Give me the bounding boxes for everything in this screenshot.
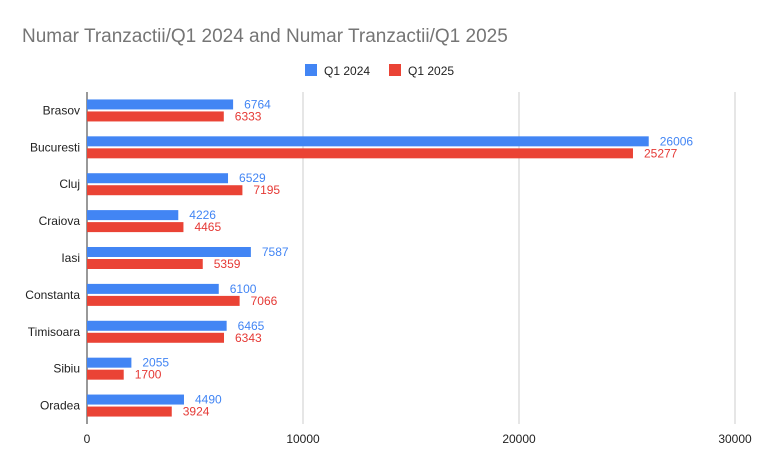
category-label: Bucuresti <box>30 140 80 154</box>
category-label: Timisoara <box>28 325 81 339</box>
data-label: 7195 <box>253 183 280 197</box>
data-label: 25277 <box>644 146 678 160</box>
category-label: Iasi <box>61 251 80 265</box>
bars <box>87 99 649 417</box>
bar-sibiu-q1-2025 <box>87 369 124 380</box>
chart-title: Numar Tranzactii/Q1 2024 and Numar Tranz… <box>22 26 508 47</box>
data-label: 6333 <box>235 109 262 123</box>
data-label: 4226 <box>189 208 216 222</box>
data-label: 4490 <box>195 393 222 407</box>
bar-oradea-q1-2024 <box>87 394 184 405</box>
bar-sibiu-q1-2024 <box>87 357 132 368</box>
data-label: 7587 <box>262 245 289 259</box>
data-label: 6343 <box>235 331 262 345</box>
bar-bucuresti-q1-2024 <box>87 136 649 147</box>
bar-brasov-q1-2025 <box>87 111 224 122</box>
bar-constanta-q1-2024 <box>87 283 219 294</box>
data-label: 6465 <box>238 319 265 333</box>
data-label: 1700 <box>135 368 162 382</box>
legend-label: Q1 2025 <box>408 64 454 78</box>
bar-cluj-q1-2025 <box>87 185 243 196</box>
bar-iasi-q1-2025 <box>87 259 203 269</box>
bar-bucuresti-q1-2025 <box>87 148 633 159</box>
category-label: Constanta <box>25 288 80 302</box>
category-labels: Brasov Bucuresti Cluj Craiova Iasi Constanta T… <box>25 103 80 412</box>
data-label: 26006 <box>660 134 694 148</box>
bar-craiova-q1-2025 <box>87 222 184 233</box>
data-label: 7066 <box>251 294 278 308</box>
legend-swatch-q1-2024 <box>305 64 317 76</box>
bar-craiova-q1-2024 <box>87 210 179 221</box>
grid <box>86 92 736 424</box>
data-label: 2055 <box>142 356 169 370</box>
x-tick-label: 0 <box>84 432 91 446</box>
x-tick-label: 30000 <box>718 432 752 446</box>
category-label: Sibiu <box>53 362 80 376</box>
data-label: 6100 <box>230 282 257 296</box>
category-label: Oradea <box>40 399 80 413</box>
category-label: Craiova <box>39 214 81 228</box>
data-label: 3924 <box>183 405 210 419</box>
bar-iasi-q1-2024 <box>87 247 251 257</box>
x-axis-tick-labels: 0 10000 20000 30000 <box>84 432 752 446</box>
legend: Q1 2024 Q1 2025 <box>305 64 454 78</box>
data-label: 5359 <box>214 257 241 271</box>
data-label: 6529 <box>239 171 266 185</box>
x-tick-label: 20000 <box>502 432 536 446</box>
bar-cluj-q1-2024 <box>87 173 229 184</box>
bar-constanta-q1-2025 <box>87 295 240 306</box>
legend-swatch-q1-2025 <box>389 64 401 76</box>
bar-brasov-q1-2024 <box>87 99 234 110</box>
x-tick-label: 10000 <box>286 432 320 446</box>
category-label: Brasov <box>43 103 80 117</box>
category-label: Cluj <box>59 177 80 191</box>
bar-timisoara-q1-2025 <box>87 332 225 343</box>
bar-timisoara-q1-2024 <box>87 320 227 331</box>
bar-oradea-q1-2025 <box>87 406 172 417</box>
legend-label: Q1 2024 <box>324 64 370 78</box>
data-label: 6764 <box>244 97 271 111</box>
data-label: 4465 <box>194 220 221 234</box>
